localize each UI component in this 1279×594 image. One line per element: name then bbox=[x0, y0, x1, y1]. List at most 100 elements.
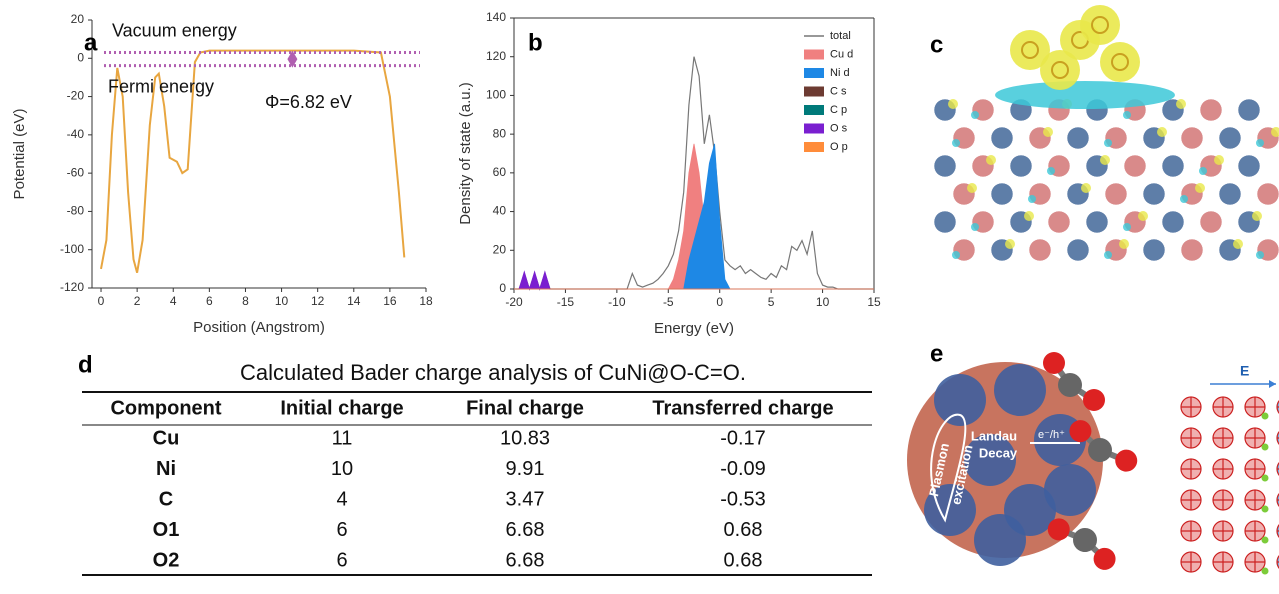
y-tick-label: -100 bbox=[60, 242, 84, 256]
charge-sign bbox=[1181, 490, 1201, 510]
x-tick-label: 12 bbox=[311, 294, 325, 308]
oxygen bbox=[1093, 547, 1116, 570]
charge-sign bbox=[1213, 428, 1233, 448]
electron bbox=[1261, 536, 1269, 544]
line bbox=[100, 49, 406, 273]
electron bbox=[1261, 474, 1269, 482]
charge-sign bbox=[1245, 490, 1265, 510]
y-tick-label: 100 bbox=[486, 88, 506, 102]
oxygen bbox=[1115, 449, 1138, 472]
y-tick-label: -40 bbox=[67, 127, 85, 141]
carbon bbox=[1058, 373, 1082, 397]
x-tick-label: 14 bbox=[347, 294, 361, 308]
isosurface bbox=[1040, 50, 1080, 90]
x-tick-label: 6 bbox=[206, 294, 213, 308]
atom bbox=[1199, 210, 1223, 234]
table-header: Transferred charge bbox=[652, 397, 833, 419]
table-header: Component bbox=[110, 397, 221, 419]
table-cell: 6.68 bbox=[506, 549, 545, 571]
table-cell: O1 bbox=[153, 519, 180, 541]
isosurface bbox=[1252, 211, 1262, 221]
oxygen bbox=[1083, 389, 1105, 411]
isosurface bbox=[1024, 211, 1034, 221]
atom bbox=[1028, 238, 1052, 262]
legend-label: total bbox=[830, 30, 851, 42]
legend-swatch bbox=[804, 68, 824, 78]
atom bbox=[1047, 210, 1071, 234]
atom bbox=[1180, 238, 1204, 262]
y-tick-label: -120 bbox=[60, 280, 84, 294]
table-cell: O2 bbox=[153, 549, 180, 571]
y-tick-label: 20 bbox=[71, 12, 85, 26]
table-cell: 4 bbox=[336, 488, 347, 510]
legend-label: Ni d bbox=[830, 67, 850, 79]
isosurface bbox=[1010, 30, 1050, 70]
table-cell: 6.68 bbox=[506, 519, 545, 541]
isosurface bbox=[1256, 139, 1264, 147]
charge-sign bbox=[1181, 397, 1201, 417]
atom bbox=[1142, 238, 1166, 262]
isosurface bbox=[1271, 127, 1279, 137]
table-cell: Cu bbox=[153, 427, 180, 449]
isosurface bbox=[1199, 167, 1207, 175]
isosurface bbox=[1123, 223, 1131, 231]
electron bbox=[1261, 505, 1269, 513]
x-tick-label: -5 bbox=[663, 295, 674, 309]
table-cell: -0.17 bbox=[720, 427, 766, 449]
legend-swatch bbox=[804, 105, 824, 115]
schematic bbox=[907, 352, 1279, 575]
isosurface bbox=[1043, 127, 1053, 137]
atom bbox=[1104, 182, 1128, 206]
table-cell: 10.83 bbox=[500, 427, 550, 449]
charge-sign bbox=[1181, 552, 1201, 572]
table-header: Initial charge bbox=[280, 397, 403, 419]
isosurface bbox=[1028, 195, 1036, 203]
atom bbox=[1218, 182, 1242, 206]
isosurface bbox=[1080, 5, 1120, 45]
legend-label: O s bbox=[830, 122, 848, 134]
isosurface bbox=[986, 155, 996, 165]
legend-swatch bbox=[804, 142, 824, 152]
reference-label: Vacuum energy bbox=[112, 20, 237, 40]
atom bbox=[933, 154, 957, 178]
y-tick-label: -60 bbox=[67, 165, 85, 179]
atom bbox=[1066, 238, 1090, 262]
isosurface bbox=[1123, 111, 1131, 119]
charge-sign bbox=[1213, 521, 1233, 541]
charge-sign bbox=[1213, 397, 1233, 417]
table-cell: 3.47 bbox=[506, 488, 545, 510]
plasmon-loop bbox=[930, 413, 967, 523]
x-tick-label: 5 bbox=[768, 295, 775, 309]
isosurface bbox=[995, 81, 1175, 109]
legend-swatch bbox=[804, 123, 824, 134]
atom bbox=[1009, 154, 1033, 178]
atom bbox=[1161, 210, 1185, 234]
x-tick-label: -15 bbox=[557, 295, 575, 309]
atom bbox=[990, 182, 1014, 206]
y-tick-label: 40 bbox=[493, 204, 507, 218]
co2-molecule bbox=[1069, 420, 1138, 472]
isosurface bbox=[952, 139, 960, 147]
isosurface bbox=[952, 251, 960, 259]
charge-sign bbox=[1245, 428, 1265, 448]
isosurface bbox=[1100, 42, 1140, 82]
charge-sign bbox=[1181, 428, 1201, 448]
atom bbox=[933, 210, 957, 234]
atom bbox=[934, 374, 986, 426]
y-tick-label: 0 bbox=[499, 281, 506, 295]
legend-label: C p bbox=[830, 104, 847, 116]
isosurface bbox=[1138, 211, 1148, 221]
oxygen bbox=[1047, 518, 1070, 541]
y-axis-title: Density of state (a.u.) bbox=[457, 82, 474, 225]
atom bbox=[1123, 154, 1147, 178]
isosurface bbox=[1195, 183, 1205, 193]
isosurface bbox=[1111, 53, 1129, 71]
co2-molecule bbox=[1047, 518, 1116, 570]
isosurface bbox=[1176, 99, 1186, 109]
isosurface bbox=[971, 223, 979, 231]
x-tick-label: 0 bbox=[716, 295, 723, 309]
isosurface bbox=[1005, 239, 1015, 249]
table-cell: C bbox=[159, 488, 173, 510]
charge-sign bbox=[1181, 459, 1201, 479]
